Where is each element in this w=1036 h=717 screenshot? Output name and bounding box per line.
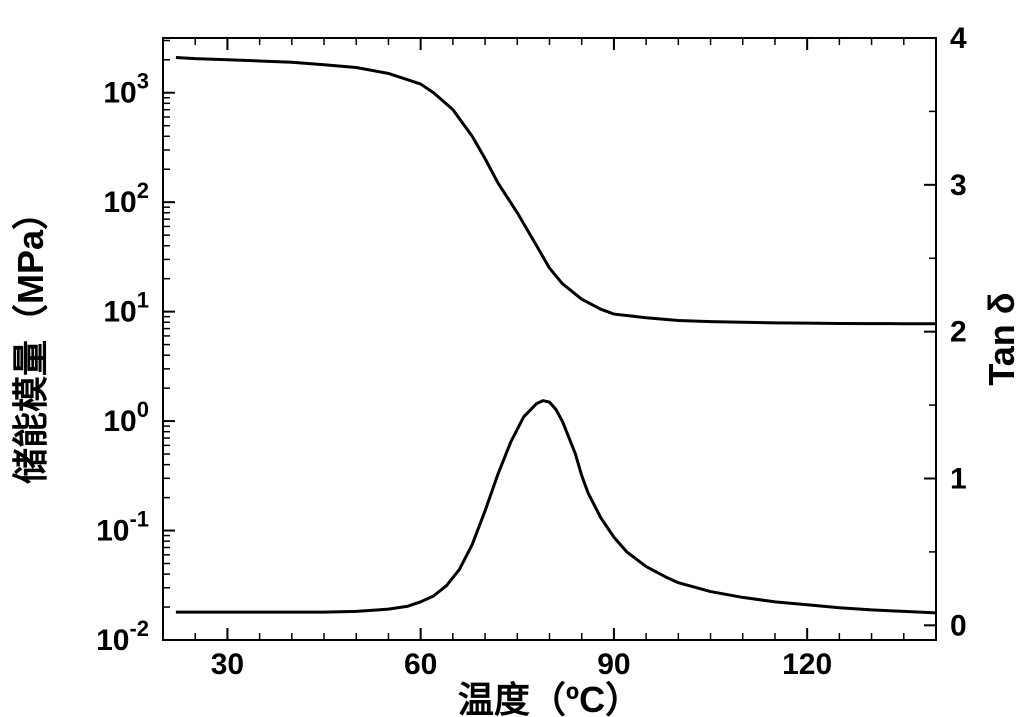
yl-tick-label: 103 — [103, 69, 149, 110]
yl-tick-label: 10-2 — [96, 616, 149, 657]
series-storage_modulus — [176, 57, 936, 323]
x-tick-label: 120 — [782, 648, 832, 681]
yl-tick-label: 100 — [103, 397, 149, 438]
yl-tick-label: 101 — [103, 288, 149, 329]
plot-border — [163, 38, 936, 640]
chart-svg: 306090120温度（ºC）10-210-1100101102103储能模量（… — [0, 0, 1036, 717]
yl-tick-label: 10-1 — [96, 507, 149, 548]
yr-tick-label: 2 — [950, 316, 967, 349]
dma-chart: 306090120温度（ºC）10-210-1100101102103储能模量（… — [0, 0, 1036, 717]
x-tick-label: 90 — [597, 648, 630, 681]
y-right-axis-label: Tan δ — [981, 292, 1022, 385]
series-tan_delta — [176, 401, 936, 613]
yl-tick-label: 102 — [103, 178, 149, 219]
x-tick-label: 30 — [211, 648, 244, 681]
yr-tick-label: 0 — [950, 609, 967, 642]
x-axis-label: 温度（ºC） — [458, 679, 641, 717]
yr-tick-label: 4 — [950, 22, 967, 55]
yr-tick-label: 3 — [950, 169, 967, 202]
x-tick-label: 60 — [404, 648, 437, 681]
yr-tick-label: 1 — [950, 462, 967, 495]
y-left-axis-label: 储能模量（MPa） — [10, 194, 51, 484]
